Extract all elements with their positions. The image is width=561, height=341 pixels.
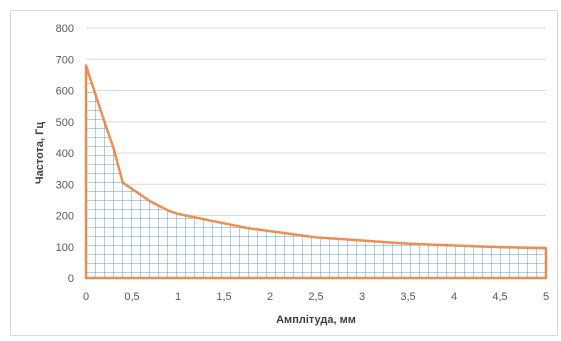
chart: 0 100 200 300 400 500 600 700 800 0 0,5 1 1,5 2 2,5 3 3… xyxy=(34,23,549,326)
x-tick-label: 5 xyxy=(543,291,549,303)
x-tick-label: 0 xyxy=(83,291,89,303)
y-tick-label: 0 xyxy=(68,273,74,285)
x-tick-label: 2 xyxy=(267,291,273,303)
y-tick-label: 700 xyxy=(56,54,74,66)
y-tick-label: 600 xyxy=(56,86,74,98)
x-tick-label: 0,5 xyxy=(124,291,139,303)
y-tick-label: 500 xyxy=(56,117,74,129)
area-outline xyxy=(84,64,548,280)
y-tick-label: 100 xyxy=(56,242,74,254)
y-tick-label: 800 xyxy=(56,23,74,35)
area-series xyxy=(84,64,548,280)
x-axis-ticks: 0 0,5 1 1,5 2 2,5 3 3,5 4 4,5 5 xyxy=(83,291,549,303)
x-tick-label: 1,5 xyxy=(216,291,231,303)
x-tick-label: 4,5 xyxy=(492,291,507,303)
area-fill xyxy=(86,65,546,278)
chart-frame: 0 100 200 300 400 500 600 700 800 0 0,5 1 1,5 2 2,5 3 3… xyxy=(10,10,558,336)
x-tick-label: 2,5 xyxy=(308,291,323,303)
x-tick-label: 1 xyxy=(175,291,181,303)
y-tick-label: 300 xyxy=(56,179,74,191)
y-tick-label: 200 xyxy=(56,211,74,223)
x-axis-title: Амплітуда, мм xyxy=(276,314,356,326)
x-tick-label: 3,5 xyxy=(400,291,415,303)
x-tick-label: 4 xyxy=(451,291,457,303)
y-tick-label: 400 xyxy=(56,148,74,160)
x-tick-label: 3 xyxy=(359,291,365,303)
y-axis-ticks: 0 100 200 300 400 500 600 700 800 xyxy=(56,23,74,285)
y-axis-title: Частота, Гц xyxy=(34,122,46,185)
